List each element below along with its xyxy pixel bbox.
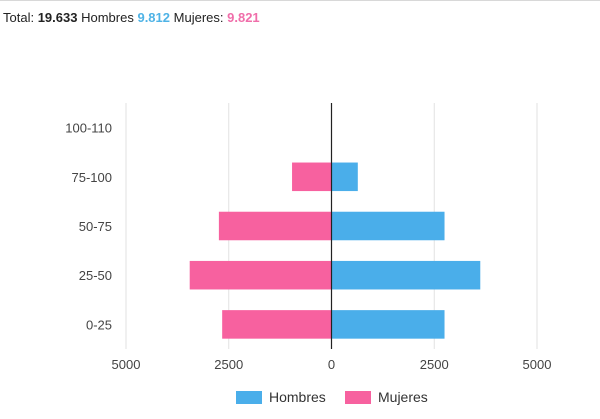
category-label-75-100: 75-100: [72, 170, 112, 185]
bar-mujeres-50-75: [218, 211, 332, 241]
category-label-100-110: 100-110: [65, 121, 112, 136]
bar-mujeres-25-50: [189, 260, 332, 290]
legend-item-hombres[interactable]: Hombres: [236, 389, 326, 405]
bar-hombres-50-75: [331, 211, 445, 241]
legend-label-mujeres: Mujeres: [378, 389, 428, 405]
x-tick-label-1: 2500: [214, 357, 243, 372]
women-label: Mujeres:: [173, 10, 224, 25]
chart-legend: Hombres Mujeres: [0, 389, 600, 409]
x-tick-label-3: 2500: [420, 357, 449, 372]
bar-hombres-75-100: [331, 162, 358, 192]
bar-mujeres-75-100: [292, 162, 332, 192]
legend-swatch-hombres: [236, 390, 262, 404]
men-value: 9.812: [137, 10, 171, 25]
legend-item-mujeres[interactable]: Mujeres: [345, 389, 428, 405]
x-tick-label-0: 5000: [112, 357, 141, 372]
category-label-0-25: 0-25: [86, 317, 112, 332]
total-label: Total:: [3, 10, 35, 25]
men-label: Hombres: [81, 10, 134, 25]
bar-mujeres-0-25: [222, 310, 332, 339]
x-tick-label-2: 0: [328, 357, 335, 372]
legend-swatch-mujeres: [345, 390, 371, 404]
bar-hombres-0-25: [331, 310, 445, 339]
x-tick-label-4: 5000: [523, 357, 552, 372]
category-label-25-50: 25-50: [79, 268, 112, 283]
women-value: 9.821: [227, 10, 260, 25]
legend-label-hombres: Hombres: [269, 389, 326, 405]
population-summary: Total: 19.633 Hombres 9.812 Mujeres: 9.8…: [3, 10, 260, 25]
bar-hombres-25-50: [331, 260, 481, 290]
total-value: 19.633: [37, 10, 78, 25]
category-label-50-75: 50-75: [79, 219, 112, 234]
